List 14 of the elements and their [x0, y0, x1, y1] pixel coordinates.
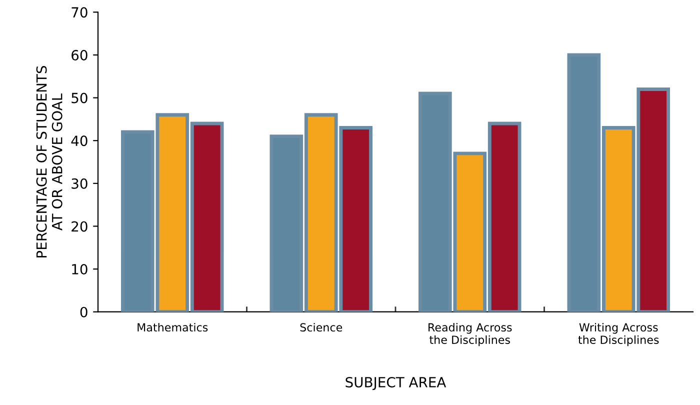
- y-tick-label: 20: [72, 221, 88, 232]
- x-axis-title: SUBJECT AREA: [346, 376, 446, 390]
- x-tick-label: Writing Across the Disciplines: [578, 322, 659, 346]
- y-tick-label: 30: [72, 178, 88, 189]
- y-tick-label: 70: [72, 7, 88, 18]
- x-tick-label: Reading Across the Disciplines: [428, 322, 512, 346]
- y-tick-label: 50: [72, 92, 88, 104]
- y-tick-label: 40: [71, 136, 88, 146]
- y-tick-label: 60: [72, 50, 88, 60]
- x-tick-label: Science: [300, 322, 342, 332]
- x-tick-label: Mathematics: [138, 322, 208, 332]
- y-axis-title: PERCENTAGE OF STUDENTS AT OR ABOVE GOAL: [36, 66, 62, 258]
- y-tick-label: 0: [80, 306, 88, 318]
- y-tick-label: 10: [72, 264, 88, 275]
